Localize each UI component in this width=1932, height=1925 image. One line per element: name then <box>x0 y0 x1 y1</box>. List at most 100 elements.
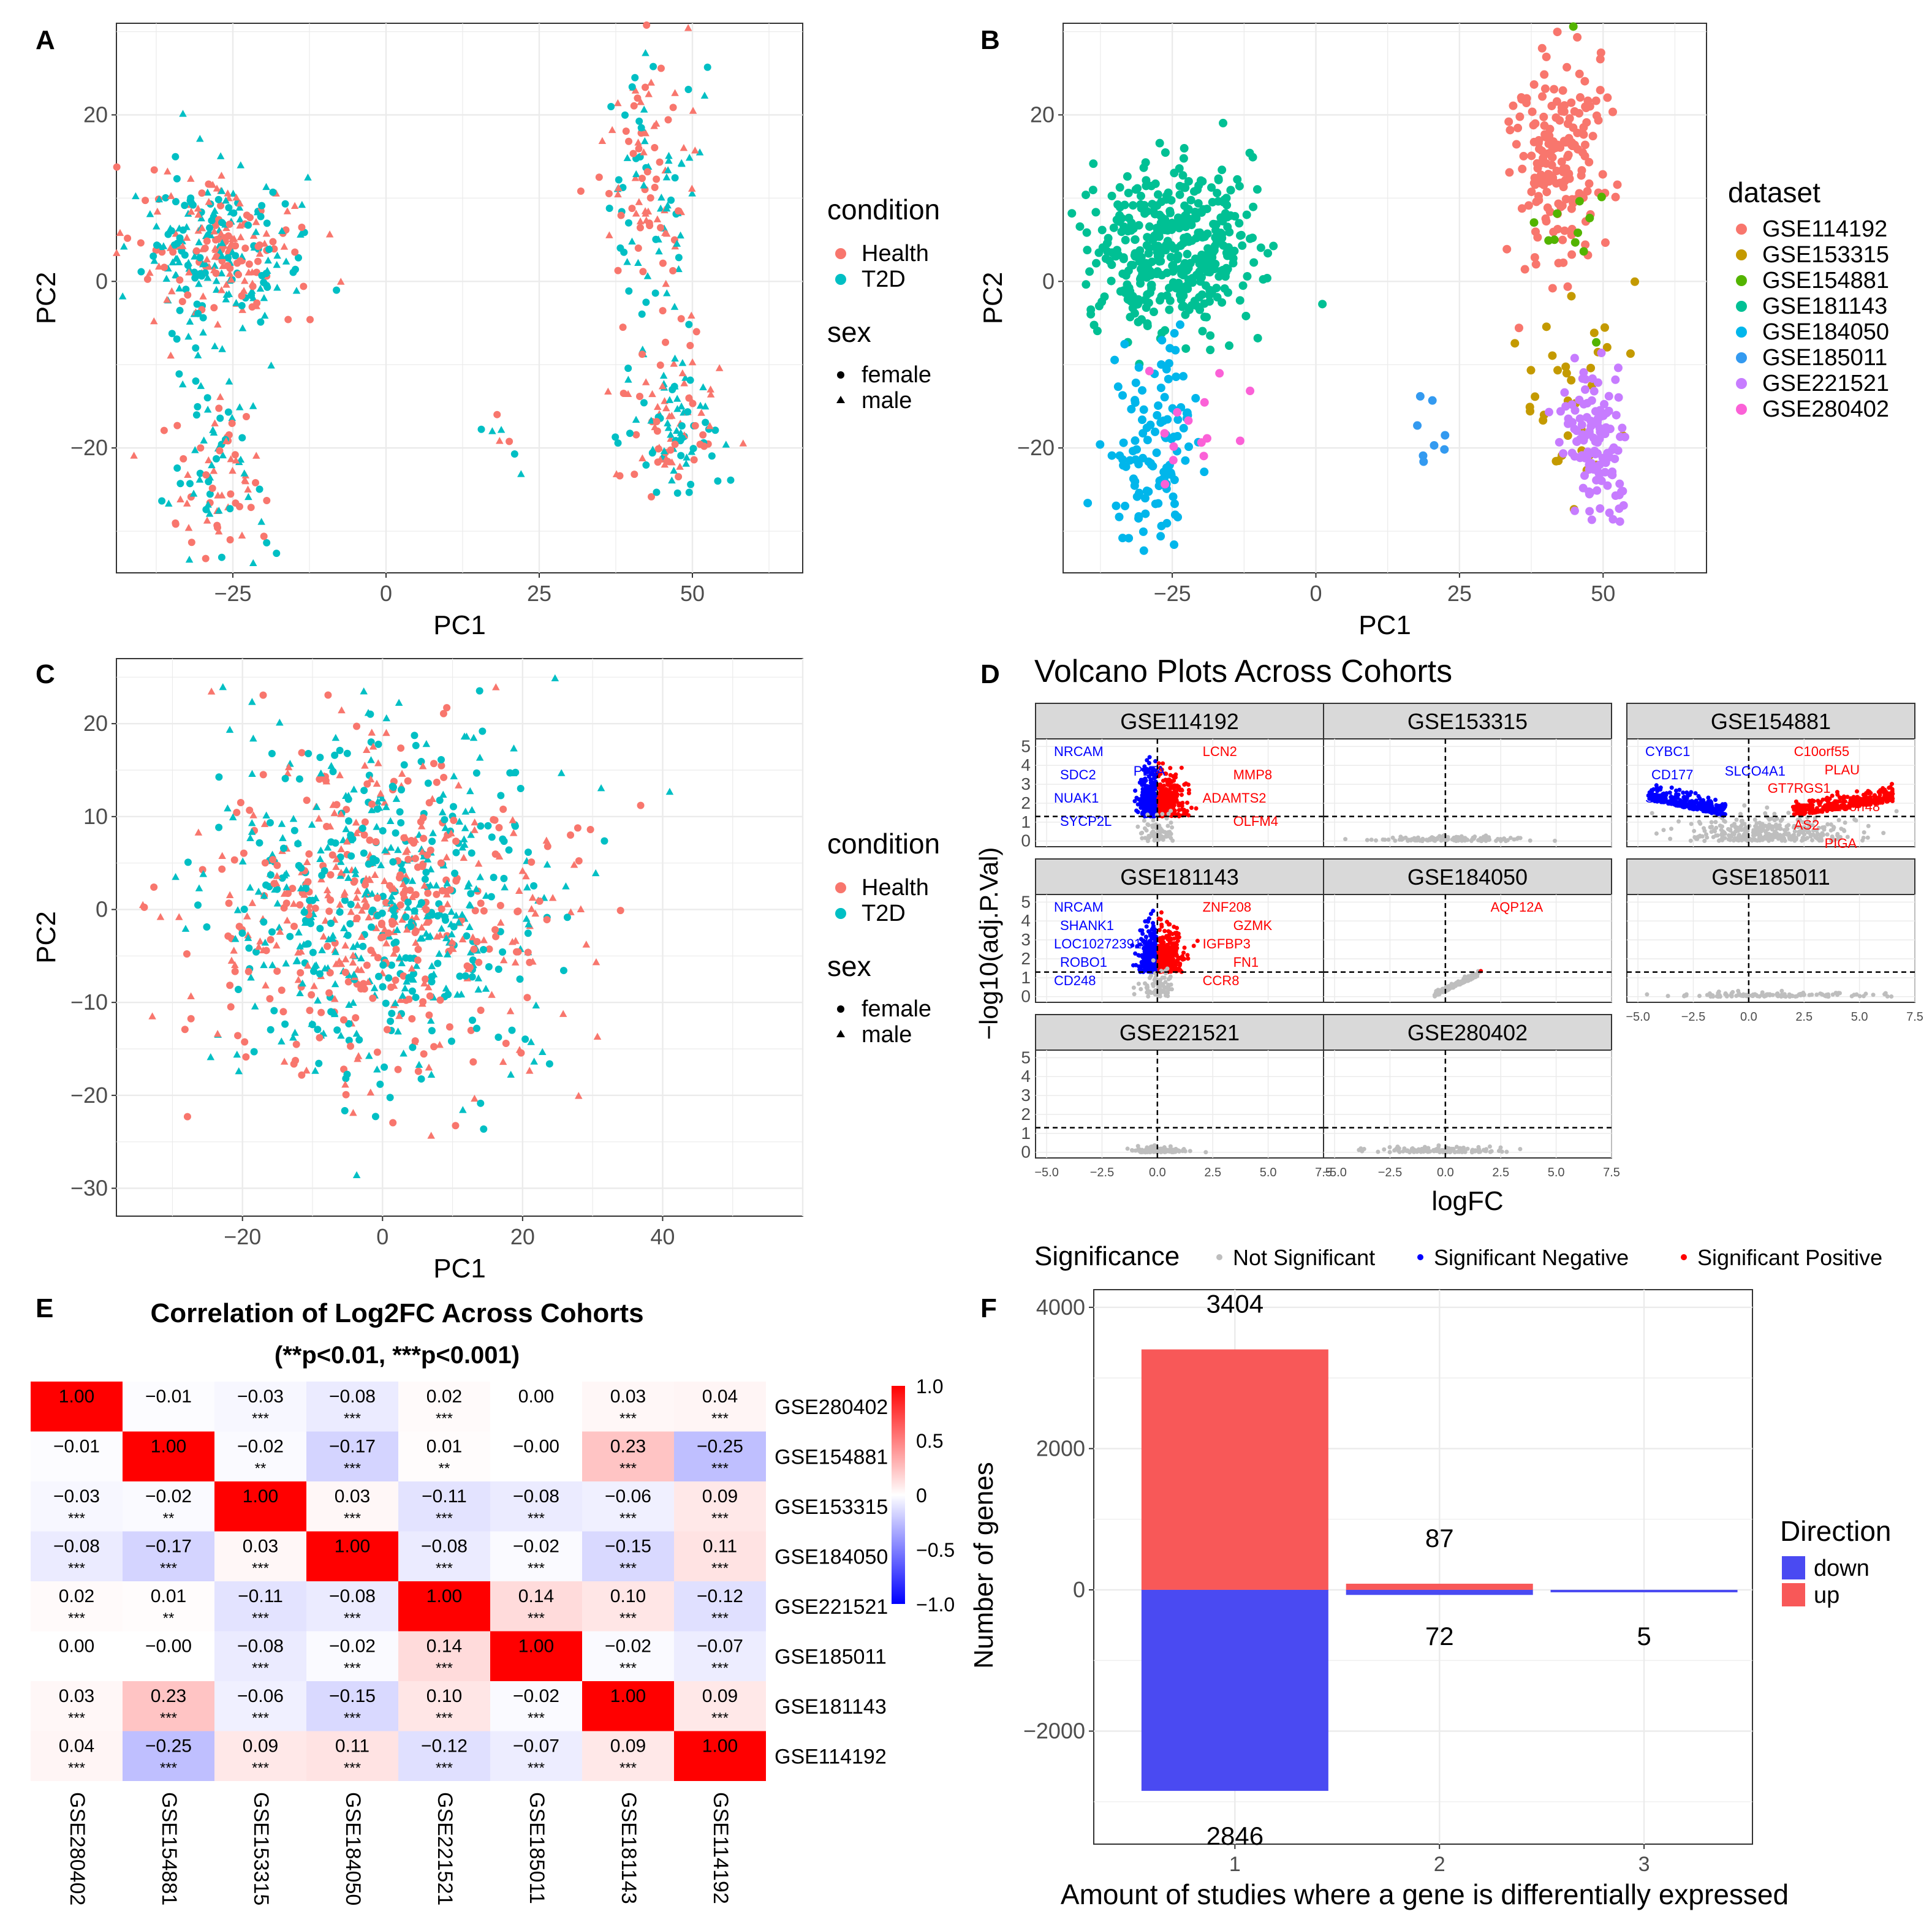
data-point-male <box>684 24 692 31</box>
data-point <box>1221 209 1230 218</box>
data-point <box>306 1007 314 1015</box>
data-point <box>389 858 397 866</box>
data-point <box>192 377 200 385</box>
data-point-male <box>211 262 219 269</box>
data-point <box>409 1043 417 1051</box>
data-point <box>490 815 498 823</box>
data-point <box>390 939 398 947</box>
data-point <box>412 993 420 1001</box>
facet-GSE114192: GSE114192NRCAMSDC2NUAK1SYCP2LLCN2MMP8ADA… <box>1021 703 1324 850</box>
data-point-male <box>422 929 430 937</box>
y-axis-title: PC2 <box>31 272 61 325</box>
data-point <box>434 912 442 920</box>
data-point <box>191 274 199 282</box>
data-point-male <box>707 390 715 398</box>
data-point <box>659 307 667 315</box>
data-point-male <box>439 790 447 798</box>
points <box>138 674 674 1178</box>
data-point <box>369 855 377 863</box>
data-point-male <box>360 687 368 695</box>
panel-label-b: B <box>980 25 1000 55</box>
data-point <box>1235 181 1244 191</box>
volcano-title: Volcano Plots Across Cohorts <box>1034 654 1452 689</box>
data-point-male <box>357 954 365 962</box>
volcano-point <box>1854 789 1859 794</box>
data-point-male <box>418 934 426 942</box>
data-point <box>1175 190 1184 199</box>
data-point-male <box>197 382 205 389</box>
data-point <box>256 485 263 493</box>
data-point <box>472 769 480 777</box>
volcano-point <box>1165 823 1170 828</box>
data-point <box>322 777 330 785</box>
data-point-male <box>278 227 286 234</box>
volcano-point <box>1382 838 1387 842</box>
data-point <box>1179 154 1188 163</box>
data-point <box>397 819 405 826</box>
data-point <box>379 827 387 835</box>
data-point <box>1246 387 1255 396</box>
data-point <box>437 756 445 764</box>
data-point <box>1524 201 1533 210</box>
volcano-point <box>1147 755 1152 760</box>
volcano-point <box>1888 792 1893 797</box>
data-point-male <box>532 1001 540 1008</box>
data-point <box>333 286 341 294</box>
data-point <box>327 871 335 879</box>
data-point-male <box>290 202 299 210</box>
data-point <box>210 304 218 312</box>
data-point-male <box>387 844 395 851</box>
data-point-male <box>187 175 195 182</box>
data-point-male <box>715 364 724 371</box>
data-point-male <box>665 396 674 403</box>
data-point <box>1151 427 1160 436</box>
data-point <box>382 899 390 907</box>
data-point <box>1570 506 1579 515</box>
data-point <box>273 550 281 558</box>
data-point <box>172 198 180 206</box>
volcano-point <box>1693 805 1698 810</box>
data-point <box>172 153 180 161</box>
data-point <box>1580 77 1589 86</box>
data-point <box>240 849 248 857</box>
data-point <box>477 1099 485 1107</box>
data-point-male <box>376 789 385 797</box>
data-point <box>1596 48 1605 58</box>
data-point <box>1082 191 1091 200</box>
legend-key <box>1736 275 1747 286</box>
data-point-male <box>638 346 647 353</box>
volcano-point <box>1143 967 1148 972</box>
data-point-male <box>680 379 688 387</box>
volcano-point <box>1365 838 1369 842</box>
data-point-male <box>429 829 437 836</box>
data-point-male <box>237 233 245 241</box>
data-point <box>700 442 708 450</box>
data-point-male <box>289 1034 297 1041</box>
data-point <box>1542 322 1551 331</box>
data-point <box>1182 409 1191 418</box>
data-point <box>1570 425 1579 434</box>
data-point <box>428 838 436 845</box>
data-point <box>231 967 239 975</box>
data-point <box>1581 385 1590 394</box>
volcano-point <box>1680 801 1685 806</box>
data-point <box>1198 327 1207 336</box>
data-point <box>1092 259 1101 268</box>
data-point-male <box>390 981 398 989</box>
data-point-male <box>538 1048 547 1056</box>
data-point <box>1164 359 1173 368</box>
data-point <box>226 536 234 544</box>
data-point <box>492 932 500 940</box>
data-point <box>344 978 352 986</box>
data-point-male <box>260 311 269 319</box>
volcano-point <box>1825 822 1830 827</box>
data-point <box>439 887 447 894</box>
data-point <box>1562 369 1571 378</box>
data-point-male <box>150 257 159 264</box>
data-point <box>218 553 225 561</box>
data-point <box>268 749 276 757</box>
data-point-male <box>304 173 312 181</box>
data-point <box>425 799 433 807</box>
data-point <box>475 958 483 966</box>
data-point <box>1514 323 1523 333</box>
